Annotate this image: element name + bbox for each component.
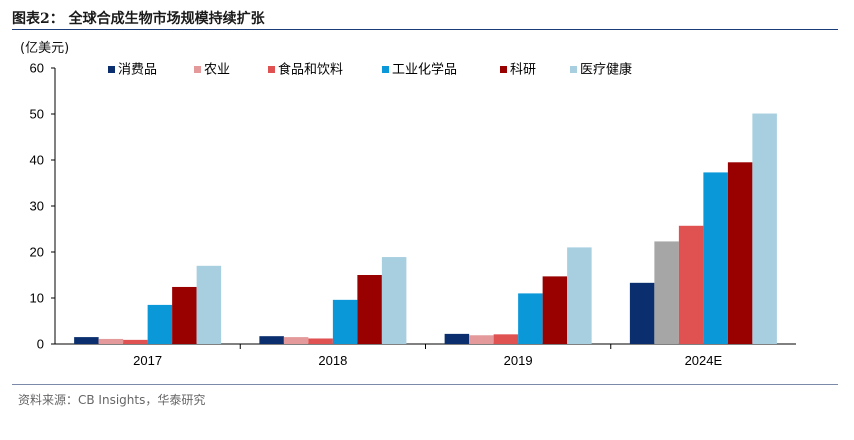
y-tick-label: 0 (37, 337, 44, 352)
bar-2019-0 (444, 333, 470, 344)
bar-2017-3 (147, 304, 173, 344)
y-tick-label: 50 (30, 107, 44, 122)
bar-2018-4 (357, 275, 382, 344)
bar-2019-5 (567, 247, 592, 344)
x-tick-label: 2018 (318, 353, 347, 368)
legend-label: 农业 (204, 63, 230, 78)
bar-2019-3 (518, 293, 543, 344)
legend-swatch (268, 66, 275, 73)
legend-label: 医疗健康 (580, 62, 632, 78)
bar-2017-4 (172, 286, 197, 344)
bar-2018-0 (259, 336, 284, 344)
bar-2017-2 (123, 339, 148, 344)
legend-swatch (382, 66, 389, 73)
bar-2024E-3 (703, 172, 728, 344)
legend-swatch (500, 66, 507, 73)
title-divider (12, 29, 838, 30)
y-axis-unit-label: (亿美元) (20, 41, 70, 56)
y-tick-label: 20 (30, 245, 44, 260)
legend-swatch (108, 66, 115, 73)
bar-2017-1 (98, 338, 124, 344)
y-tick-label: 30 (30, 199, 44, 214)
x-tick-label: 2019 (504, 353, 533, 368)
source-divider (12, 384, 838, 385)
bar-2018-1 (283, 337, 309, 344)
bar-2017-5 (196, 265, 222, 344)
bar-2018-5 (381, 257, 407, 344)
bar-2024E-1 (654, 241, 679, 344)
x-tick-label: 2017 (133, 353, 162, 368)
bar-2024E-5 (752, 113, 777, 344)
legend-swatch (194, 66, 201, 73)
legend-label: 消费品 (118, 63, 157, 78)
bar-2019-2 (493, 334, 519, 344)
bar-2018-2 (308, 338, 333, 344)
bar-2024E-2 (678, 225, 704, 344)
legend-label: 工业化学品 (392, 62, 457, 78)
bar-chart: 0 10 20 30 40 50 60 2017 2018 2019 2024E 消费品 农业 食品和饮料… (30, 61, 796, 368)
x-tick-label: 2024E (685, 353, 723, 368)
bar-2019-1 (469, 335, 494, 344)
bar-2018-3 (332, 299, 358, 344)
figure-title: 图表2： 全球合成生物市场规模持续扩张 (12, 11, 265, 27)
bar-2024E-4 (727, 162, 753, 344)
legend-swatch (570, 66, 577, 73)
y-tick-label: 60 (30, 61, 44, 76)
y-tick-label: 40 (30, 153, 44, 168)
y-tick-label: 10 (30, 291, 44, 306)
bar-2024E-0 (629, 282, 655, 344)
source-note: 资料来源：CB Insights，华泰研究 (18, 393, 206, 407)
legend-label: 科研 (510, 63, 536, 78)
bar-2019-4 (542, 276, 568, 344)
bar-2017-0 (74, 337, 99, 344)
legend-label: 食品和饮料 (278, 62, 343, 78)
